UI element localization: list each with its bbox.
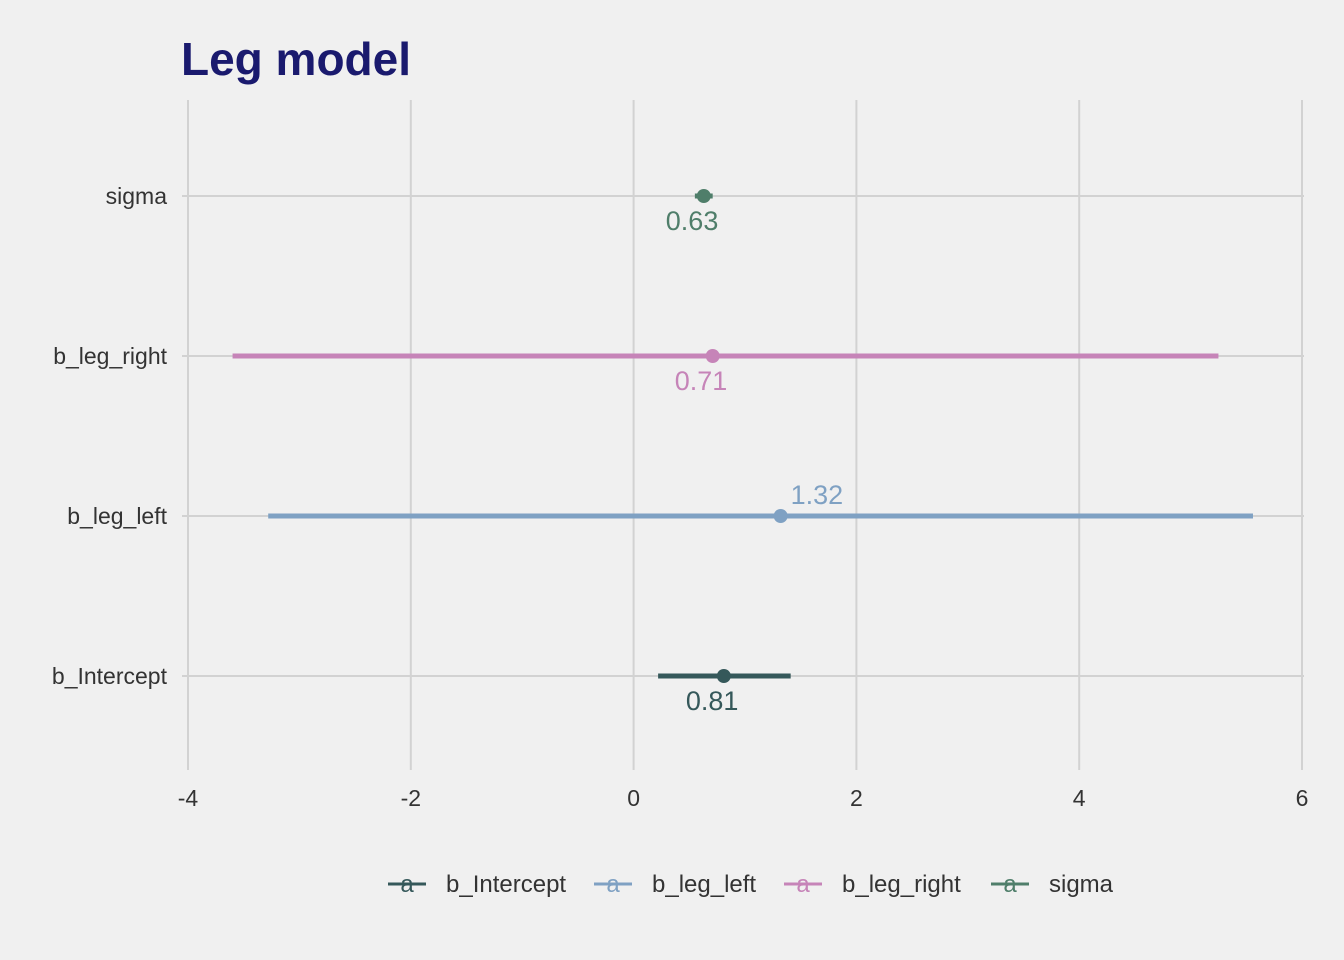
legend-label: sigma — [1049, 871, 1114, 898]
estimate-point — [696, 189, 711, 203]
legend-label: b_leg_left — [652, 871, 756, 898]
estimate-point — [773, 509, 788, 523]
x-tick-label: 0 — [627, 785, 640, 811]
legend-key-glyph: a — [1003, 871, 1017, 898]
x-tick-label: 2 — [850, 785, 863, 811]
x-tick-label: -4 — [178, 785, 199, 811]
estimate-label: 0.81 — [686, 686, 739, 716]
y-tick-label: sigma — [106, 183, 168, 209]
legend-label: b_Intercept — [446, 871, 566, 898]
y-tick-label: b_Intercept — [52, 663, 168, 689]
estimate-label: 0.71 — [675, 366, 728, 396]
x-tick-label: 6 — [1296, 785, 1309, 811]
x-tick-label: -2 — [401, 785, 421, 811]
x-tick-label: 4 — [1073, 785, 1086, 811]
legend-key-glyph: a — [796, 871, 810, 898]
legend-key-glyph: a — [400, 871, 414, 898]
y-tick-label: b_leg_right — [53, 343, 167, 369]
legend: a b_Intercept a b_leg_left a b_leg_right a sigm… — [388, 871, 1114, 898]
estimate-label: 1.32 — [791, 480, 844, 510]
y-axis-labels: b_Intercept b_leg_left b_leg_right sigma — [52, 183, 168, 689]
legend-key-glyph: a — [606, 871, 620, 898]
estimate-label: 0.63 — [666, 206, 719, 236]
estimate-point — [716, 669, 731, 683]
estimate-point — [705, 349, 720, 363]
chart-title: Leg model — [181, 33, 411, 85]
x-axis-labels: -4 -2 0 2 4 6 — [178, 785, 1309, 811]
legend-label: b_leg_right — [842, 871, 961, 898]
y-tick-label: b_leg_left — [67, 503, 167, 529]
interval-marks: 0.81 1.32 0.71 0.63 — [232, 189, 1253, 716]
